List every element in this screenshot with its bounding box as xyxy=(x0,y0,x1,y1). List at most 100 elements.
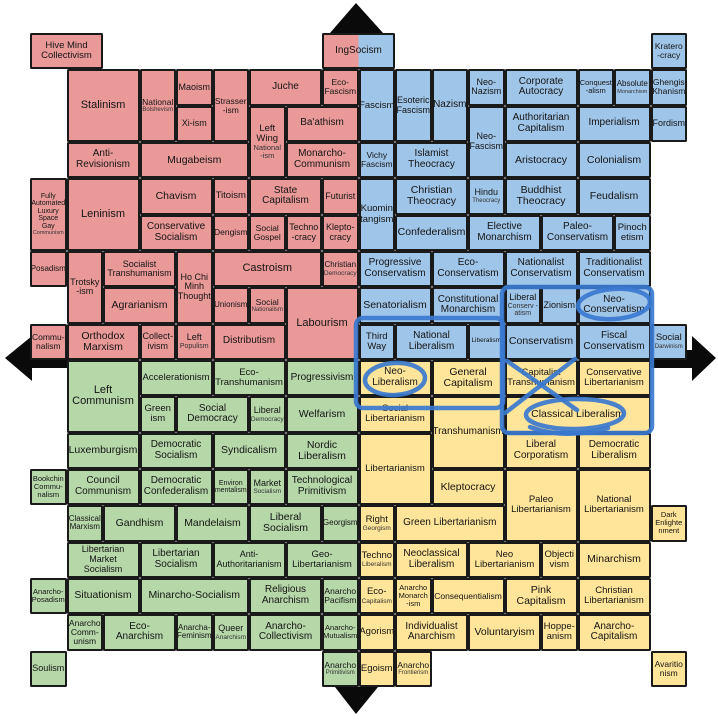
ideology-box-nordic-liberalism: Nordic Liberalism xyxy=(285,432,359,469)
ideology-label: Eco- Fascism xyxy=(324,77,357,97)
ideology-box-social: Social Darwinism xyxy=(650,323,687,360)
ideology-box-fiscal-conservatism: Fiscal Conservatism xyxy=(577,323,651,360)
ideology-box-left-wing: Left Wing National -ism xyxy=(249,105,286,179)
ideology-box-anarcho: Anarcho Frontierism xyxy=(395,650,432,687)
ideology-sublabel: Darwinism xyxy=(654,343,683,350)
ideology-label: Avaritio nism xyxy=(654,658,683,678)
ideology-box-mandelaism: Mandelaism xyxy=(176,505,249,542)
ideology-box-geo-libertarianism: Geo- Libertarianism xyxy=(285,541,359,578)
ideology-box-liberal-corporatism: Liberal Corporatism xyxy=(504,432,578,469)
ideology-box-liberal: Liberal Conserv -atism xyxy=(504,287,541,324)
ideology-label: Nazism xyxy=(433,99,467,111)
ideology-box-anarcho: Anarcho Primitivism xyxy=(322,650,359,687)
ideology-label: Eco- Conservatism xyxy=(437,257,499,280)
ideology-box-eco-anarchism: Eco-Anarchism xyxy=(103,614,176,651)
axis-arrow-down-icon xyxy=(335,687,378,714)
ideology-box-liberalism: Liberalism xyxy=(468,323,505,360)
ideology-label: Corporate Autocracy xyxy=(518,75,564,98)
ideology-label: Egoism xyxy=(360,662,393,674)
ideology-box-conservative-socialism: Conservative Socialism xyxy=(139,214,213,251)
ideology-label: Libertarian Socialism xyxy=(152,548,200,570)
ideology-box-colonialism: Colonialism xyxy=(577,141,651,179)
ideology-label: Liberal xyxy=(253,405,281,416)
ideology-box-social-libertarianism: Social Libertarianism xyxy=(358,396,432,433)
ideology-box-national-liberalism: National Liberalism xyxy=(395,323,468,360)
ideology-box-paleo-libertarianism: Paleo Libertarianism xyxy=(504,468,578,542)
ideology-box-anarcho-mutualism: Anarcho- Mutualism xyxy=(322,614,359,651)
ideology-box-bookchin-commu-nalism: Bookchin Commu- nalism xyxy=(30,468,67,506)
ideology-box-capitalist-transhumanism: Capitalist Transhumanism xyxy=(504,359,578,397)
ideology-label: IngSocism xyxy=(335,44,382,56)
ideology-label: Titoism xyxy=(215,190,246,202)
ideology-label: Agrarianism xyxy=(111,298,168,311)
ideology-label: Neoclassical Liberalism xyxy=(403,548,460,570)
ideology-label: Minarcho-Socialism xyxy=(148,589,241,602)
ideology-box-commu-nalism: Commu- nalism xyxy=(30,323,67,360)
ideology-label: Social Libertarianism xyxy=(365,403,425,425)
ideology-label: Anarcho- Collectivism xyxy=(258,620,313,643)
ideology-box-welfarism: Welfarism xyxy=(285,396,359,433)
ideology-box-democratic-liberalism: Democratic Liberalism xyxy=(577,432,651,469)
ideology-box-kratero-cracy: Kratero -cracy xyxy=(650,33,687,70)
ideology-box-esoteric-fascism: Esoteric Fascism xyxy=(395,69,432,142)
ideology-box-corporate-autocracy: Corporate Autocracy xyxy=(504,69,578,106)
ideology-label: Liberal xyxy=(509,291,537,302)
ideology-label: Ba'athism xyxy=(300,117,344,129)
ideology-box-constitutional-monarchism: Constitutional Monarchism xyxy=(431,287,505,324)
ideology-label: Zionism xyxy=(543,299,576,310)
ideology-label: Anti- Revisionism xyxy=(76,148,130,171)
ideology-label: Aristocracy xyxy=(515,153,567,166)
ideology-label: Esoteric Fascism xyxy=(396,95,430,115)
ideology-label: Labourism xyxy=(296,316,348,329)
ideology-label: Mugabeism xyxy=(167,153,222,166)
ideology-box-fascism: Fascism xyxy=(358,69,395,142)
ideology-box-elective-monarchism: Elective Monarchism xyxy=(468,214,541,251)
ideology-sublabel: Nationalism xyxy=(251,306,283,313)
ideology-label: Trotsky -ism xyxy=(70,276,100,297)
ideology-box-social: Social Nationalism xyxy=(249,287,286,324)
ideology-label: Techno -cracy xyxy=(289,222,319,242)
ideology-box-left: Left Populism xyxy=(176,323,213,360)
ideology-box-agrarianism: Agrarianism xyxy=(103,287,176,324)
ideology-label: Classical Marxism xyxy=(68,513,101,532)
ideology-box-individualist-anarchism: Individualist Anarchism xyxy=(395,614,468,651)
ideology-label: Progressive Conservatism xyxy=(364,257,426,280)
ideology-label: Fully Automated Luxury Space Gay xyxy=(31,192,66,230)
ideology-box-techno: Techno Liberalism xyxy=(358,541,395,578)
ideology-box-environ-mentalism: Environ mentalism xyxy=(212,468,249,506)
ideology-box-luxemburgism: Luxemburgism xyxy=(66,432,140,469)
ideology-box-labourism: Labourism xyxy=(285,287,359,360)
ideology-label: Luxemburgism xyxy=(68,444,138,457)
ideology-label: Christian Theocracy xyxy=(406,184,457,208)
ideology-label: Gandhism xyxy=(115,516,164,529)
ideology-label: Hive Mind Collectivism xyxy=(41,40,92,62)
ideology-label: Objecti vism xyxy=(544,548,575,570)
ideology-box-conservatism: Conservatism xyxy=(504,323,578,360)
ideology-box-libertarianism: Libertarianism xyxy=(358,432,432,506)
ideology-label: Agorism xyxy=(359,626,395,638)
ideology-label: Left Wing xyxy=(256,122,279,144)
ideology-label: Hindu xyxy=(474,187,498,198)
ideology-label: Environ mentalism xyxy=(214,479,247,495)
axis-arrow-up-icon xyxy=(330,3,383,33)
ideology-label: Libertarianism xyxy=(365,462,425,474)
ideology-box-national: National Bolshevism xyxy=(139,69,176,142)
ideology-box-neo-libertarianism: Neo Libertarianism xyxy=(468,541,541,578)
ideology-box-minarcho-socialism: Minarcho-Socialism xyxy=(139,577,249,615)
ideology-label: Kratero -cracy xyxy=(654,41,683,61)
ideology-label: Senatorialism xyxy=(363,298,427,311)
ideology-box-progressivism: Progressivism xyxy=(285,359,359,397)
ideology-label: Pink Capitalism xyxy=(516,583,566,608)
ideology-box-trotsky-ism: Trotsky -ism xyxy=(66,250,103,324)
ideology-label: National Libertarianism xyxy=(584,494,644,516)
ideology-label: Market xyxy=(253,477,281,488)
ideology-box-neo-liberalism: Neo- Liberalism xyxy=(358,359,432,397)
ideology-box-juche: Juche xyxy=(249,69,322,106)
ideology-label: Chavism xyxy=(155,189,197,202)
ideology-label: Socialist Transhumanism xyxy=(107,258,172,279)
ideology-box-hoppe-anism: Hoppe- anism xyxy=(541,614,578,651)
ideology-label: Eco-Anarchism xyxy=(115,620,164,643)
ideology-label: Eco- xyxy=(366,586,387,598)
ideology-label: Social xyxy=(255,296,279,307)
ideology-sublabel: Liberalism xyxy=(361,561,392,569)
